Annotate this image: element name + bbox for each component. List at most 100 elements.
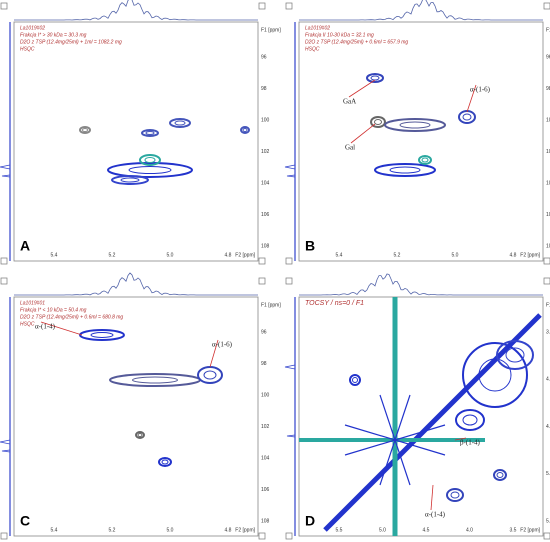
cross-peak-core [203,370,217,380]
corner-marker [258,2,266,10]
y-unit: F1 [ppm] [261,27,281,33]
spectrum-header: La1019#02 [20,25,45,31]
x-tick-label: 4.8 [225,252,232,258]
y-tick-label: 3.5 [546,329,550,335]
spectrum-header: La1019#02 [305,25,330,31]
spectrum-header: HSQC [305,46,320,52]
spectrum-header: HSQC [20,46,35,52]
annotation: α-(1-4) [425,511,446,519]
x-tick-label: 3.5 [510,527,517,533]
spectrum-header: D2O z TSP (12.4mg/25ml) + 0.6ml = 680.8 … [20,314,123,320]
y-tick-label: 4.5 [546,424,550,430]
y-tick-label: 108 [546,243,550,249]
cross-peak-core [370,75,380,81]
y-tick-label: 100 [546,117,550,123]
cross-peak [455,409,485,431]
corner-marker [285,2,293,10]
cross-peak [141,129,159,137]
y-unit: F1 [ppm] [546,302,550,308]
cross-peak-core [421,157,429,163]
spectrum-header: TOCSY / ns=0 / F1 [305,300,364,307]
y-tick-label: 100 [261,392,270,398]
projection-peak [284,164,296,178]
cross-peak-core [128,166,172,174]
annotation-arrow [348,79,376,98]
annotation: GaA [343,98,356,106]
projection-top [299,0,543,21]
spectrum-header: La1019#01 [20,300,45,306]
y-tick-label: 102 [261,149,270,155]
cross-peak-core [137,433,143,437]
annotation: α-(1-6) [212,341,233,349]
y-unit: F1 [ppm] [261,302,281,308]
cross-peak-core [120,177,140,183]
annotation-arrow [209,339,219,368]
corner-marker [285,277,293,285]
panel-letter: B [305,238,315,254]
cross-peak-core [144,157,156,163]
cross-peak [109,373,201,387]
y-tick-label: 102 [261,424,270,430]
cross-peak [139,154,161,166]
spectrum-header: Frakcja I* < 10 kDa = 50.4 mg [20,307,87,313]
annotation-arrow [466,84,477,113]
cross-peak [462,342,528,408]
cross-peak [458,110,476,124]
cross-peak-core [242,128,248,132]
cross-peak [446,488,464,502]
x-unit: F2 [ppm] [520,252,540,258]
cross-peak [418,155,432,165]
y-tick-label: 108 [261,518,270,524]
x-unit: F2 [ppm] [235,527,255,533]
x-tick-label: 5.0 [452,252,459,258]
x-unit: F2 [ppm] [235,252,255,258]
y-tick-label: 96 [546,54,550,60]
cross-peak-core [478,358,512,392]
corner-marker [0,532,8,540]
cross-peak-core [145,131,155,135]
cross-peak [79,126,91,134]
y-tick-label: 104 [261,455,270,461]
cross-peak [240,126,250,134]
projection-top [14,0,258,21]
cross-peak-core [374,119,382,125]
y-tick-label: 98 [261,361,267,367]
projection-peak [0,439,11,453]
cross-peak [349,374,361,386]
annotation-arrow [454,437,467,441]
cross-peak-core [462,113,472,121]
cross-peak [169,118,191,128]
plot-frame [298,296,544,537]
spectrum-header: Frakcja I* > 30 kDa = 30.3 mg [20,32,87,38]
cross-peak [374,163,436,177]
y-unit: F1 [ppm] [546,27,550,33]
spectrum-header: Frakcja II 10-30 kDa = 32.1 mg [305,32,374,38]
corner-marker [258,257,266,265]
annotation: β-(1-4) [460,439,481,447]
y-tick-label: 104 [261,180,270,186]
annotation: Gal [345,144,355,152]
cross-peak [366,73,384,83]
x-tick-label: 5.2 [109,527,116,533]
projection-peak [284,364,296,438]
x-tick-label: 4.5 [423,527,430,533]
cross-peak [158,457,172,467]
spectrum-header: HSQC [20,321,35,327]
corner-marker [543,277,550,285]
annotation: α-(1-4) [35,323,56,331]
corner-marker [0,277,8,285]
x-tick-label: 4.8 [225,527,232,533]
cross-fan [344,394,446,486]
panel-letter: C [20,513,30,529]
cross-peak-core [496,472,504,478]
y-tick-label: 5.5 [546,518,550,524]
cross-peak-core [161,459,169,465]
y-tick-label: 106 [546,212,550,218]
spectrum-header: D2O z TSP (12.4mg/25ml) + 0.6ml = 657.9 … [305,39,408,45]
x-tick-label: 4.0 [466,527,473,533]
annotation: α-(1-6) [470,86,491,94]
corner-marker [258,532,266,540]
